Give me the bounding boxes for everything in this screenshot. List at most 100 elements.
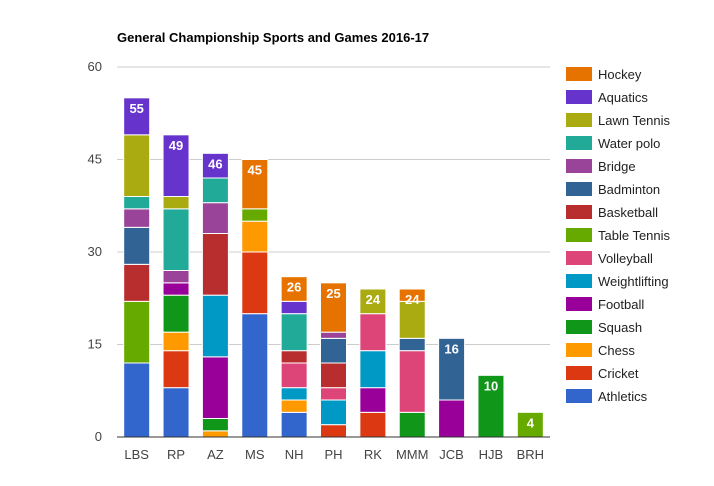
bar-segment-badminton[interactable] [123,226,151,265]
legend-label: Weightlifting [598,274,669,289]
x-tick-label: RK [364,447,382,462]
bar-segment-football[interactable] [162,282,190,296]
legend-swatch [566,113,592,127]
bar-segment-chess[interactable] [201,430,229,438]
legend[interactable]: Hockey Aquatics Lawn Tennis Water polo Bridg… [566,67,671,404]
bar-segment-basketball[interactable] [201,233,229,296]
x-tick-label: MS [245,447,265,462]
bar-segment-water-polo[interactable] [201,177,229,204]
bar-segment-squash[interactable] [398,411,426,438]
bar-segment-water-polo[interactable] [162,208,190,271]
bar-segment-squash[interactable] [477,374,505,438]
bar-segment-squash[interactable] [162,294,190,333]
legend-label: Table Tennis [598,228,671,243]
bar-stack-mmm[interactable] [398,288,426,438]
bar-segment-water-polo[interactable] [280,313,308,352]
legend-item-badminton[interactable]: Badminton [566,182,660,197]
bar-segment-bridge[interactable] [201,202,229,235]
bars-layer [123,97,544,438]
bar-segment-lawn-tennis[interactable] [162,196,190,210]
bar-segment-volleyball[interactable] [320,387,347,401]
legend-item-basketball[interactable]: Basketball [566,205,658,220]
bar-stack-nh[interactable] [280,276,308,438]
bar-segment-table-tennis[interactable] [123,300,151,364]
bar-segment-athletics[interactable] [162,387,190,438]
bar-stack-rp[interactable] [162,134,190,438]
bar-segment-football[interactable] [201,356,229,420]
legend-label: Water polo [598,136,660,151]
legend-item-lawn-tennis[interactable]: Lawn Tennis [566,113,671,128]
bar-stack-ph[interactable] [320,282,347,438]
legend-swatch [566,90,592,104]
bar-segment-aquatics[interactable] [123,97,151,136]
legend-item-volleyball[interactable]: Volleyball [566,251,653,266]
bar-segment-weightlifting[interactable] [201,294,229,358]
bar-segment-aquatics[interactable] [162,134,190,197]
bar-segment-lawn-tennis[interactable] [398,300,426,339]
x-tick-label: BRH [517,447,544,462]
bar-segment-cricket[interactable] [359,411,387,438]
bar-segment-weightlifting[interactable] [320,399,347,426]
bar-segment-squash[interactable] [201,418,229,432]
bar-segment-bridge[interactable] [320,331,347,339]
legend-item-weightlifting[interactable]: Weightlifting [566,274,669,289]
bar-segment-weightlifting[interactable] [359,350,387,389]
bar-segment-weightlifting[interactable] [280,387,308,401]
bar-segment-football[interactable] [438,399,466,438]
legend-swatch [566,251,592,265]
bar-segment-football[interactable] [359,387,387,413]
legend-item-aquatics[interactable]: Aquatics [566,90,648,105]
bar-segment-lawn-tennis[interactable] [123,134,151,197]
bar-stack-hjb[interactable] [477,374,505,438]
bar-segment-chess[interactable] [241,220,269,253]
bar-segment-table-tennis[interactable] [516,411,544,438]
bar-segment-basketball[interactable] [320,362,347,389]
bar-segment-cricket[interactable] [241,251,269,315]
bar-segment-water-polo[interactable] [123,196,151,210]
bar-stack-brh[interactable] [516,411,544,438]
bar-segment-bridge[interactable] [162,270,190,284]
bar-segment-lawn-tennis[interactable] [359,288,387,315]
bar-segment-aquatics[interactable] [201,152,229,179]
legend-item-water-polo[interactable]: Water polo [566,136,660,151]
bar-segment-hockey[interactable] [398,288,426,302]
bar-segment-badminton[interactable] [398,337,426,352]
legend-item-football[interactable]: Football [566,297,644,312]
bar-segment-bridge[interactable] [123,208,151,228]
bar-segment-table-tennis[interactable] [241,208,269,222]
bar-segment-cricket[interactable] [162,350,190,389]
bar-stack-lbs[interactable] [123,97,151,438]
bar-stack-rk[interactable] [359,288,387,438]
bar-stack-jcb[interactable] [438,337,466,438]
bar-segment-athletics[interactable] [123,362,151,438]
bar-segment-chess[interactable] [162,331,190,352]
legend-item-table-tennis[interactable]: Table Tennis [566,228,671,243]
legend-label: Badminton [598,182,660,197]
x-tick-label: LBS [124,447,149,462]
bar-stack-az[interactable] [201,152,229,438]
bar-segment-chess[interactable] [280,399,308,413]
bar-segment-volleyball[interactable] [280,362,308,389]
bar-segment-badminton[interactable] [438,337,466,401]
bar-segment-athletics[interactable] [280,411,308,438]
bar-total-label: 46 [208,156,222,171]
legend-item-cricket[interactable]: Cricket [566,366,639,381]
bar-segment-hockey[interactable] [280,276,308,302]
legend-item-hockey[interactable]: Hockey [566,67,642,82]
bar-stack-ms[interactable] [241,159,269,438]
legend-item-bridge[interactable]: Bridge [566,159,636,174]
bar-segment-aquatics[interactable] [280,300,308,315]
bar-segment-hockey[interactable] [320,282,347,333]
bar-segment-volleyball[interactable] [359,313,387,352]
bar-segment-basketball[interactable] [280,350,308,364]
bar-segment-basketball[interactable] [123,263,151,302]
bar-segment-athletics[interactable] [241,313,269,438]
legend-item-chess[interactable]: Chess [566,343,635,358]
bar-segment-badminton[interactable] [320,337,347,364]
legend-item-squash[interactable]: Squash [566,320,642,335]
bar-segment-hockey[interactable] [241,159,269,210]
bar-segment-cricket[interactable] [320,424,347,438]
legend-item-athletics[interactable]: Athletics [566,389,648,404]
bar-segment-volleyball[interactable] [398,350,426,413]
bar-total-label: 55 [129,101,143,116]
